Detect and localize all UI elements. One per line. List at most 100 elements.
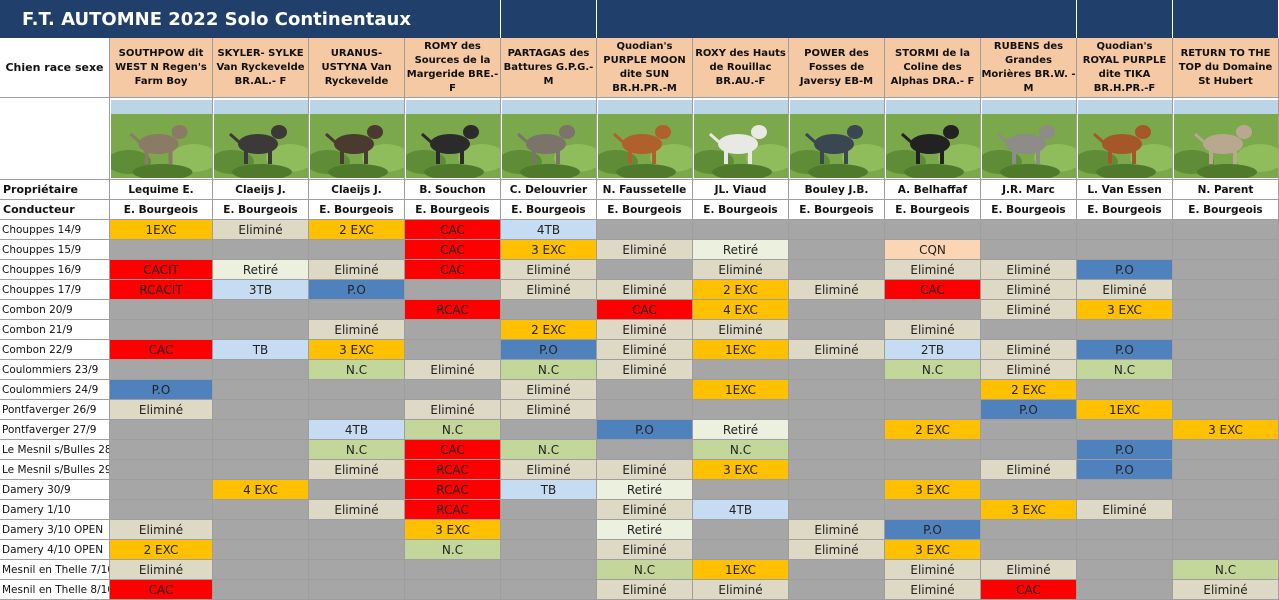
dog-photo-image (1173, 99, 1278, 178)
dog-photo-image (1077, 99, 1172, 178)
trial-date-label: Chouppes 14/9 (0, 220, 110, 240)
result-cell (1077, 320, 1173, 340)
trial-date-label: Combon 22/9 (0, 340, 110, 360)
title-band-segment (1077, 0, 1173, 38)
result-cell (213, 580, 309, 600)
result-cell: P.O (885, 520, 981, 540)
result-cell (110, 320, 213, 340)
result-cell (213, 380, 309, 400)
trial-date-label: Damery 3/10 OPEN (0, 520, 110, 540)
owner-name: N. Faussetelle (597, 180, 693, 200)
result-cell (885, 500, 981, 520)
owner-name: N. Parent (1173, 180, 1279, 200)
result-cell: CAC (981, 580, 1077, 600)
result-cell: CAC (405, 440, 501, 460)
dog-name-header: ROMY des Sources de la Margeride BRE.-F (405, 38, 501, 98)
result-cell (789, 500, 885, 520)
handler-name: E. Bourgeois (693, 200, 789, 220)
result-cell (1077, 520, 1173, 540)
result-cell (309, 520, 405, 540)
result-cell: Eliminé (597, 320, 693, 340)
result-cell (1173, 320, 1279, 340)
dog-name-header: PARTAGAS des Battures G.P.G.-M (501, 38, 597, 98)
result-cell (885, 400, 981, 420)
handler-name: E. Bourgeois (789, 200, 885, 220)
result-cell: TB (213, 340, 309, 360)
result-cell (789, 320, 885, 340)
result-cell (405, 340, 501, 360)
result-cell: CAC (405, 260, 501, 280)
result-cell: Retiré (213, 260, 309, 280)
title-band-segment (1173, 0, 1279, 38)
result-cell (693, 520, 789, 540)
result-cell (981, 320, 1077, 340)
trial-date-label: Le Mesnil s/Bulles 28/9 (0, 440, 110, 460)
result-cell: RCAC (405, 300, 501, 320)
result-cell: 3TB (213, 280, 309, 300)
result-cell (1077, 480, 1173, 500)
result-cell: P.O (1077, 260, 1173, 280)
result-cell: Eliminé (597, 460, 693, 480)
result-cell (1077, 580, 1173, 600)
result-cell: Eliminé (597, 240, 693, 260)
result-cell: N.C (309, 360, 405, 380)
result-cell (1173, 500, 1279, 520)
result-cell: CACIT (110, 260, 213, 280)
dog-photo-image (885, 99, 980, 178)
result-cell: Eliminé (110, 400, 213, 420)
dog-photo-image (693, 99, 788, 178)
result-cell (405, 320, 501, 340)
result-cell (309, 400, 405, 420)
result-cell: 4 EXC (213, 480, 309, 500)
trial-date-label: Damery 1/10 (0, 500, 110, 520)
result-cell: P.O (501, 340, 597, 360)
owner-name: C. Delouvrier (501, 180, 597, 200)
result-cell: Eliminé (1173, 580, 1279, 600)
result-cell (110, 240, 213, 260)
result-cell: Eliminé (981, 460, 1077, 480)
result-cell: 1EXC (693, 560, 789, 580)
result-cell: 3 EXC (693, 460, 789, 480)
trial-date-label: Pontfaverger 27/9 (0, 420, 110, 440)
result-cell: N.C (1173, 560, 1279, 580)
dog-photo-image (213, 99, 308, 178)
dog-photo-image (309, 99, 404, 178)
result-cell (110, 460, 213, 480)
result-cell: Eliminé (405, 400, 501, 420)
result-cell (213, 560, 309, 580)
result-cell (309, 540, 405, 560)
dog-photo (597, 98, 693, 180)
result-cell: 3 EXC (1077, 300, 1173, 320)
result-cell: 2 EXC (110, 540, 213, 560)
result-cell: P.O (1077, 340, 1173, 360)
owner-name: B. Souchon (405, 180, 501, 200)
result-cell (110, 440, 213, 460)
trial-date-label: Mesnil en Thelle 8/10 (0, 580, 110, 600)
dog-photo (789, 98, 885, 180)
result-cell (1077, 420, 1173, 440)
handler-name: E. Bourgeois (110, 200, 213, 220)
dog-photo (1077, 98, 1173, 180)
result-cell: Eliminé (981, 300, 1077, 320)
trial-date-label: Chouppes 15/9 (0, 240, 110, 260)
result-cell (597, 440, 693, 460)
result-cell (1077, 240, 1173, 260)
result-cell (789, 460, 885, 480)
handler-name: E. Bourgeois (981, 200, 1077, 220)
trial-date-label: Coulommiers 23/9 (0, 360, 110, 380)
dog-name-header: Quodian's PURPLE MOON dite SUN BR.H.PR.-… (597, 38, 693, 98)
result-cell: 4TB (309, 420, 405, 440)
result-cell (501, 540, 597, 560)
result-cell (213, 320, 309, 340)
dog-photo (1173, 98, 1279, 180)
result-cell (213, 520, 309, 540)
dog-photo-image (501, 99, 596, 178)
result-cell: CAC (110, 340, 213, 360)
result-cell: 2 EXC (885, 420, 981, 440)
dog-photo-image (981, 99, 1076, 178)
result-cell: N.C (309, 440, 405, 460)
result-cell: Eliminé (501, 280, 597, 300)
result-cell (110, 360, 213, 380)
result-cell (213, 460, 309, 480)
